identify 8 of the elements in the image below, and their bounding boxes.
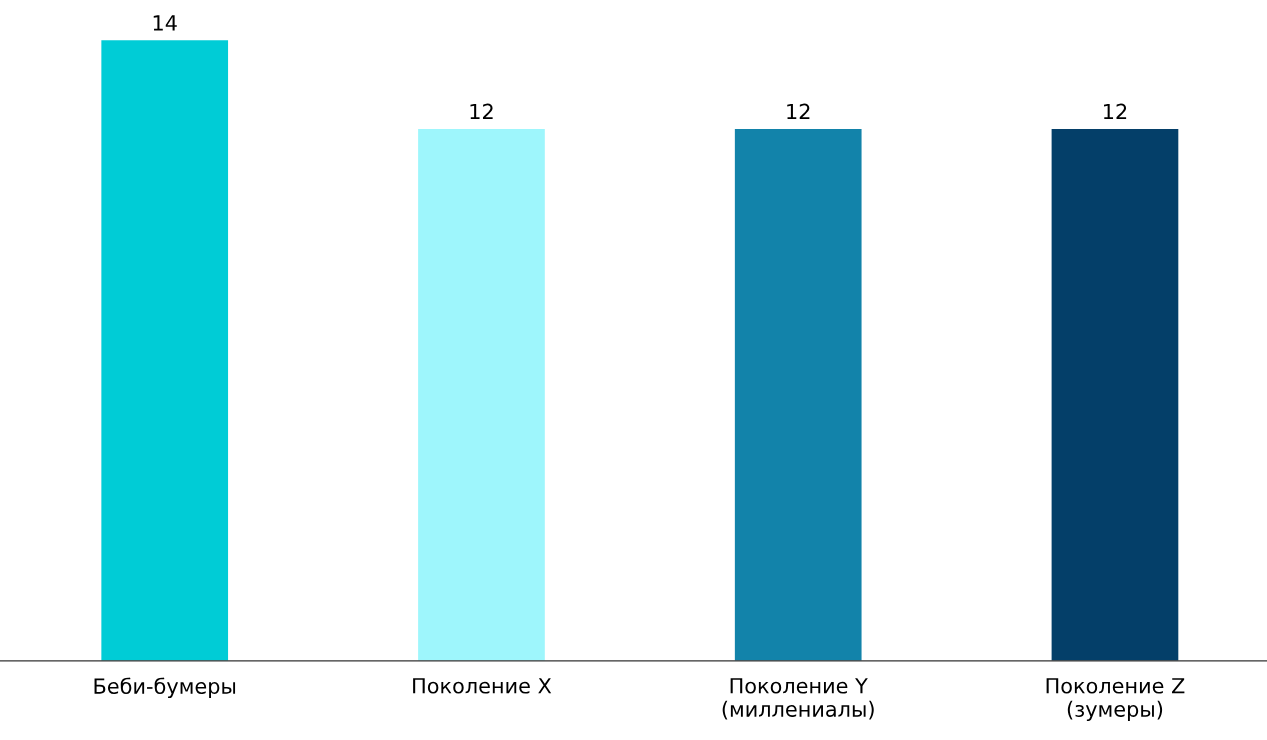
data-label: 14 [153,15,177,31]
x-tick-label: Поколение Z (зумеры) [1046,678,1185,721]
x-tick-label: Беби-бумеры [94,677,236,698]
x-tick-label: Поколение X [413,678,552,694]
data-label: 12 [1103,103,1127,120]
x-tick-label: Поколение Y (миллениалы) [722,678,874,720]
data-label: 12 [787,103,810,120]
data-label: 12 [470,103,493,120]
